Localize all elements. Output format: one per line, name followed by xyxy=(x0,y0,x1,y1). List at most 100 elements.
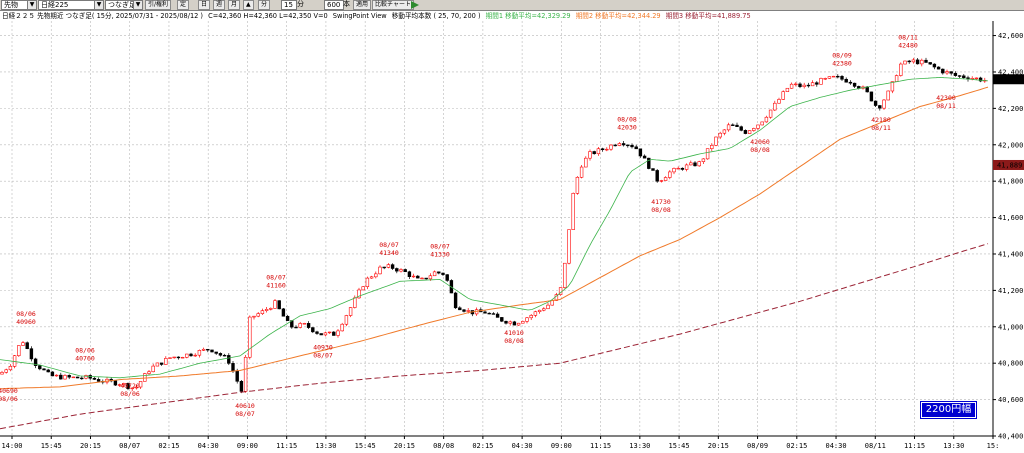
candle-body xyxy=(8,366,13,371)
swing-annotation-line1: 08/07 xyxy=(430,243,450,251)
time-tick-label: 04:30 xyxy=(826,442,847,450)
candle-body xyxy=(844,78,848,83)
candle-body xyxy=(584,157,588,168)
time-tick-label: 04:30 xyxy=(512,442,533,450)
month-button[interactable]: 月 xyxy=(228,0,241,10)
index-dropdown-icon[interactable]: ▼ xyxy=(94,0,104,10)
candle-body xyxy=(487,312,491,315)
time-tick-label: 13:30 xyxy=(629,442,650,450)
swing-annotation-line1: 42060 xyxy=(750,138,770,146)
swing-annotation-line1: 08/06 xyxy=(16,310,36,318)
fixed-button[interactable]: 定 xyxy=(177,0,190,10)
candle-body xyxy=(613,144,617,147)
candle-body xyxy=(113,380,118,386)
count-input[interactable]: 600 xyxy=(324,0,344,10)
candle-body xyxy=(256,313,260,317)
candle-body xyxy=(542,308,546,311)
candle-body xyxy=(189,353,193,357)
candle-body xyxy=(466,310,470,312)
swing-annotation-line2: 08/06 xyxy=(120,390,140,398)
candles xyxy=(0,57,987,394)
candle-body xyxy=(579,166,584,178)
price-tick-label: 40,800 xyxy=(998,360,1023,368)
time-tick-label: 15: xyxy=(987,442,1000,450)
candle-body xyxy=(978,77,983,82)
candle-body xyxy=(941,68,945,74)
candle-body xyxy=(731,124,735,126)
candle-body xyxy=(0,372,4,375)
index-select[interactable]: 日経225 xyxy=(38,0,98,10)
price-tick-label: 40,400 xyxy=(998,433,1023,441)
price-tick-label: 42,600 xyxy=(998,32,1023,40)
ma70-readout: 期間2 移動平均=42,344.29 xyxy=(575,12,661,20)
candle-body xyxy=(54,374,59,377)
price-tick-label: 41,600 xyxy=(998,214,1023,222)
candle-body xyxy=(550,300,554,306)
candle-body xyxy=(957,75,962,77)
candle-body xyxy=(764,116,769,123)
candle-body xyxy=(777,99,781,104)
candle-body xyxy=(668,171,672,178)
ma-settings: 移動平均本数 ( 25, 70, 200 ) xyxy=(391,12,481,20)
chart-toolbar: 先物 ▼ 日経225 ▼ つなぎ足 ▼ 引/権利 定 日 週 月 ▲ 分 15 … xyxy=(0,0,1024,11)
candle-body xyxy=(21,342,25,346)
price-tick-label: 42,200 xyxy=(998,105,1023,113)
candle-body xyxy=(46,369,50,373)
week-button[interactable]: 週 xyxy=(213,0,226,10)
candle-body xyxy=(180,356,185,359)
ma-price-tag: 41,889 xyxy=(997,161,1022,169)
candle-body xyxy=(945,71,949,74)
candle-body xyxy=(823,78,827,80)
candle-body xyxy=(59,374,63,380)
product-dropdown-icon[interactable]: ▼ xyxy=(27,0,37,10)
candle-body xyxy=(903,60,907,65)
candle-body xyxy=(353,297,357,308)
play-icon[interactable] xyxy=(409,0,421,10)
candle-body xyxy=(25,342,29,349)
candle-body xyxy=(416,275,420,279)
swing-annotation-line1: 08/09 xyxy=(832,52,852,60)
candle-body xyxy=(932,63,937,68)
candle-body xyxy=(605,148,609,151)
swing-annotation-line1: 08/07 xyxy=(266,274,286,282)
candle-body xyxy=(726,124,731,131)
candle-body xyxy=(96,379,101,382)
candle-body xyxy=(915,59,920,65)
swing-annotation-line1: 08/08 xyxy=(617,115,637,123)
swing-annotation-line2: 08/11 xyxy=(871,124,891,132)
candle-body xyxy=(789,83,794,89)
minute-input[interactable]: 15 xyxy=(281,0,297,10)
candle-body xyxy=(743,130,748,134)
day-button[interactable]: 日 xyxy=(198,0,211,10)
candle-body xyxy=(483,311,487,314)
candle-body xyxy=(361,286,365,291)
candle-body xyxy=(38,365,42,370)
candle-body xyxy=(781,91,785,100)
candle-body xyxy=(806,84,811,87)
price-axis: 42,600 42,400 42,200 42,000 41,800 41,600 41,4… xyxy=(992,21,1024,453)
candle-body xyxy=(340,323,344,332)
candle-body xyxy=(315,331,319,334)
compare-chart-button[interactable]: 比較チャート xyxy=(372,0,414,10)
candle-body xyxy=(495,313,500,318)
candle-body xyxy=(206,348,210,351)
candle-body xyxy=(201,348,206,351)
contract-dropdown-icon[interactable]: ▼ xyxy=(133,0,143,10)
candle-body xyxy=(508,321,512,324)
chart-title: 日経２２５ 先物期近 つなぎ足( 15分, 2025/07/31 - 2025/… xyxy=(2,12,204,20)
time-tick-label: 13:30 xyxy=(315,442,336,450)
time-tick-label: 08/08 xyxy=(433,442,454,450)
candle-body xyxy=(428,275,433,280)
apply-button[interactable]: 適用 xyxy=(353,0,372,10)
candle-body xyxy=(399,269,403,272)
candlestick-chart[interactable]: 08/064096008/06407604072008/064069008/06… xyxy=(0,21,1024,453)
candle-body xyxy=(920,59,924,65)
time-tick-label: 11:15 xyxy=(276,442,297,450)
minute-button[interactable]: 分 xyxy=(258,0,271,10)
candle-body xyxy=(642,155,647,159)
swing-annotation-line2: 41160 xyxy=(266,282,286,290)
rights-button[interactable]: 引/権利 xyxy=(145,0,172,10)
candle-body xyxy=(672,168,676,173)
tick-button[interactable]: ▲ xyxy=(243,0,254,10)
time-tick-label: 09:00 xyxy=(237,442,258,450)
